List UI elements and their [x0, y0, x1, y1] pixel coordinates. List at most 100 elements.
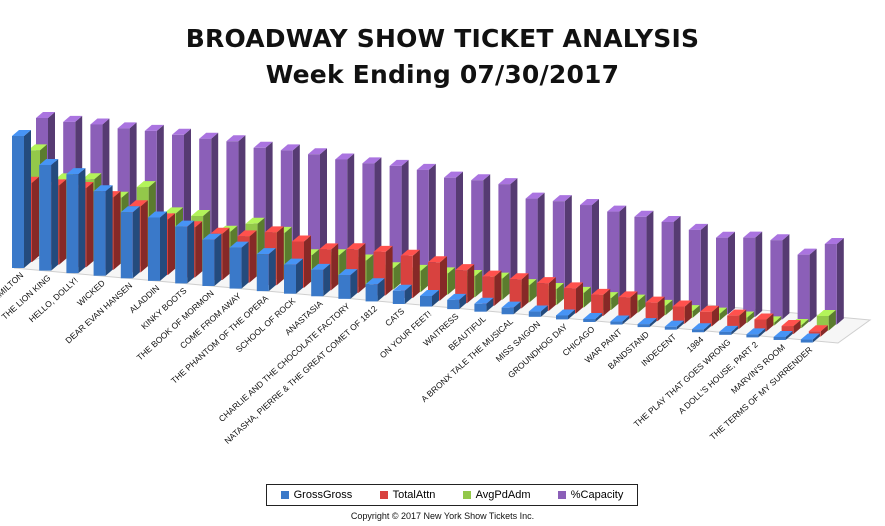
bar-side — [51, 158, 59, 271]
bar-grossgross-beautiful — [474, 297, 494, 312]
bar-totalattn-war-paint — [618, 291, 638, 319]
bar-grossgross-anastasia — [311, 263, 331, 297]
bar-side — [140, 200, 148, 273]
bar-top — [199, 132, 219, 139]
bar-grossgross-miss-saigon — [528, 305, 548, 317]
bar-top — [474, 297, 494, 304]
bar-side — [576, 282, 583, 314]
bar-front — [93, 191, 106, 276]
bar-capacity-beautiful — [498, 178, 518, 294]
bar-side — [59, 179, 67, 265]
bar-side — [323, 263, 331, 297]
bar-front — [311, 269, 324, 297]
bar-grossgross-hamilton — [12, 130, 31, 268]
bar-top — [637, 318, 657, 325]
bar-front — [365, 284, 378, 302]
bar-front — [661, 221, 674, 310]
bar-side — [358, 243, 366, 293]
bar-grossgross-come-from-away — [229, 241, 249, 289]
bar-front — [637, 324, 650, 328]
bar-front — [256, 254, 269, 292]
bar-side — [241, 241, 249, 289]
bar-side — [304, 235, 311, 288]
bar-side — [548, 277, 556, 311]
bar-totalattn-a-doll-s-house-part-2 — [754, 313, 774, 332]
bar-side — [195, 221, 203, 278]
bar-top — [672, 300, 692, 307]
bar-capacity-a-doll-s-house-part-2 — [770, 234, 790, 320]
bar-top — [727, 309, 747, 316]
bar-top — [308, 148, 327, 155]
bar-grossgross-1984 — [692, 323, 711, 333]
bar-capacity-1984 — [716, 231, 735, 315]
bar-side — [502, 272, 510, 300]
bar-grossgross-on-your-feet — [420, 289, 439, 307]
bar-side — [657, 296, 665, 322]
bar-top — [416, 163, 436, 170]
bar-side — [646, 210, 654, 307]
bar-side — [564, 195, 572, 299]
bar-side — [782, 234, 790, 320]
bar-side — [684, 300, 692, 324]
bar-totalattn-groundhog-day — [564, 282, 583, 314]
bar-totalattn-marvin-s-room — [781, 320, 801, 334]
bar-side — [673, 215, 681, 310]
bar-side — [214, 233, 222, 286]
bar-front — [39, 164, 52, 271]
bar-side — [132, 206, 140, 279]
bar-side — [603, 288, 611, 316]
bar-top — [284, 258, 303, 265]
bar-top — [800, 333, 820, 340]
bar-top — [362, 157, 382, 164]
bar-front — [824, 244, 837, 325]
bar-side — [739, 309, 747, 329]
bar-grossgross-kinky-boots — [175, 220, 195, 284]
chart-subtitle: Week Ending 07/30/2017 — [265, 60, 620, 89]
bar-top — [455, 264, 475, 271]
bar-capacity-the-play-that-goes-wrong — [743, 231, 763, 317]
bar-front — [770, 240, 783, 320]
bar-top — [661, 215, 681, 222]
bar-capacity-chicago — [607, 205, 627, 304]
bar-side — [592, 199, 599, 302]
bar-grossgross-waitress — [447, 293, 467, 310]
bar-top — [292, 235, 311, 242]
bar-grossgross-charlie-and-the-chocolate-factory — [338, 269, 358, 299]
bar-side — [731, 325, 739, 335]
bar-front — [716, 237, 728, 315]
bar-side — [296, 258, 303, 294]
bar-top — [525, 192, 545, 199]
bar-top — [746, 328, 766, 335]
bar-top — [28, 144, 47, 151]
bar-side — [86, 181, 94, 268]
bar-side — [812, 333, 820, 343]
bar-top — [591, 288, 611, 295]
bar-top — [471, 174, 491, 181]
bar-top — [528, 305, 548, 312]
bar-grossgross-dear-evan-hansen — [120, 206, 140, 279]
bar-capacity-bandstand — [661, 215, 681, 310]
bar-top — [164, 207, 183, 214]
category-label-marvin-s-room: MARVIN'S ROOM — [729, 342, 787, 396]
bar-capacity-miss-saigon — [552, 195, 572, 299]
bar-side — [32, 176, 39, 262]
bar-side — [222, 227, 230, 280]
bar-top — [264, 226, 284, 233]
bar-top — [117, 122, 137, 129]
bar-side — [276, 226, 284, 286]
bar-front — [474, 303, 487, 312]
legend-label-totalattn: TotalAttn — [392, 489, 436, 501]
bar-side — [412, 249, 420, 298]
bar-capacity-groundhog-day — [580, 199, 599, 302]
bar-side — [836, 238, 844, 325]
bar-side — [584, 286, 591, 308]
bar-top — [365, 278, 385, 285]
bar-top — [63, 115, 83, 122]
bar-side — [249, 230, 257, 283]
bar-top — [552, 195, 572, 202]
bar-top — [664, 320, 684, 327]
bar-top — [256, 248, 276, 255]
bar-side — [510, 178, 518, 294]
bar-top — [797, 248, 817, 255]
bar-top — [335, 153, 355, 160]
